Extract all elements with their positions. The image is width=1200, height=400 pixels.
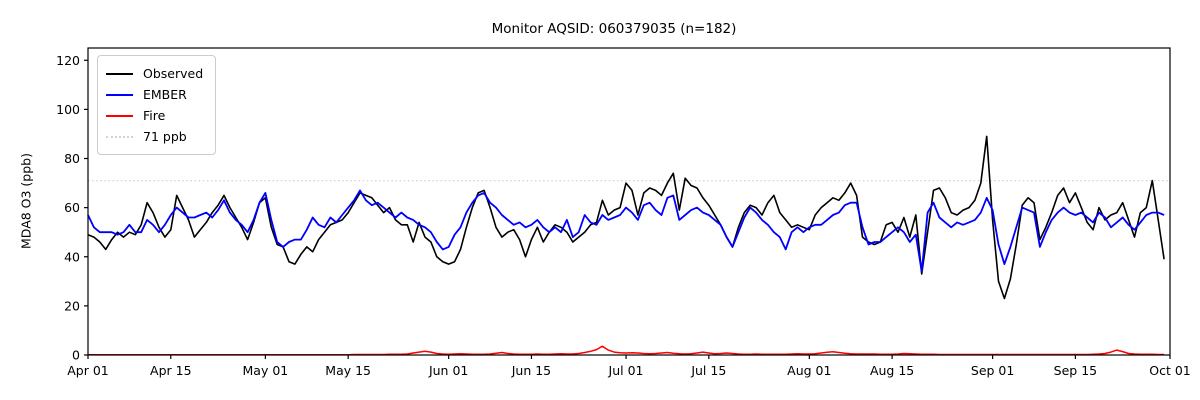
x-tick-label: Aug 15 <box>870 363 914 378</box>
y-axis-label: MDA8 O3 (ppb) <box>18 153 34 249</box>
legend-label: 71 ppb <box>143 129 187 144</box>
x-tick-label: Jun 15 <box>511 363 551 378</box>
axes-frame <box>87 47 1171 356</box>
y-tick-label: 40 <box>64 249 80 264</box>
chart-title-text: Monitor AQSID: 060379035 (n=182) <box>491 21 737 37</box>
ember-line <box>87 189 1165 273</box>
y-tick-label: 100 <box>56 102 80 117</box>
legend: Observed EMBER Fire 71 ppb <box>97 55 217 155</box>
x-tick-label: Apr 01 <box>67 363 109 378</box>
x-tick-label: Sep 01 <box>971 363 1014 378</box>
x-tick-label: Aug 01 <box>787 363 831 378</box>
x-tick-label: Jul 01 <box>608 363 644 378</box>
legend-item-ember: EMBER <box>106 84 203 105</box>
legend-item-fire: Fire <box>106 105 203 126</box>
observed-line <box>87 135 1165 300</box>
legend-label: Observed <box>143 66 204 81</box>
fire-line <box>88 345 1165 356</box>
legend-item-observed: Observed <box>106 63 203 84</box>
y-tick-label: 0 <box>72 348 80 363</box>
x-tick-label: Oct 01 <box>1149 363 1191 378</box>
legend-label: Fire <box>143 108 166 123</box>
legend-label: EMBER <box>143 87 187 102</box>
y-tick-label: 80 <box>64 151 80 166</box>
y-tick-label: 20 <box>64 298 80 313</box>
x-tick-label: May 01 <box>243 363 289 378</box>
y-tick-label: 60 <box>64 200 80 215</box>
legend-line-sample <box>106 114 133 117</box>
x-tick-label: Jun 01 <box>428 363 468 378</box>
legend-line-sample <box>106 72 133 75</box>
x-tick-label: May 15 <box>325 363 371 378</box>
x-tick-label: Sep 15 <box>1054 363 1097 378</box>
legend-line-sample <box>106 135 133 138</box>
page-title: Monitor AQSID: 060379035 (n=182) <box>0 21 1200 37</box>
x-tick-label: Apr 15 <box>150 363 192 378</box>
legend-item-71-ppb: 71 ppb <box>106 126 203 147</box>
y-tick-label: 120 <box>56 53 80 68</box>
x-tick-label: Jul 15 <box>690 363 726 378</box>
legend-line-sample <box>106 93 133 96</box>
